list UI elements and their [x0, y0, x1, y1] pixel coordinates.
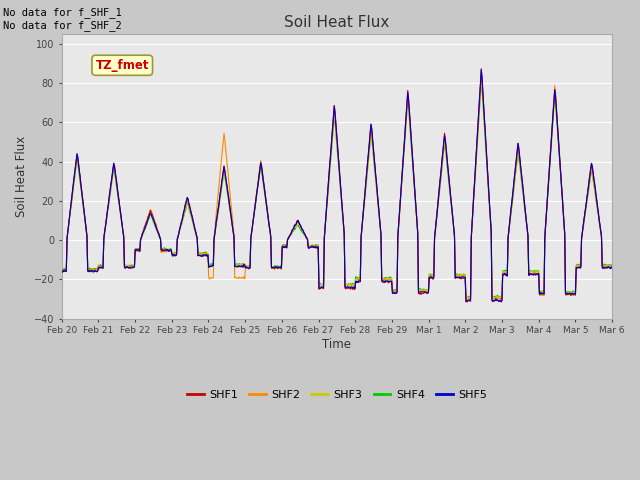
- X-axis label: Time: Time: [323, 338, 351, 351]
- Legend: SHF1, SHF2, SHF3, SHF4, SHF5: SHF1, SHF2, SHF3, SHF4, SHF5: [182, 385, 492, 404]
- Text: TZ_fmet: TZ_fmet: [95, 59, 149, 72]
- Y-axis label: Soil Heat Flux: Soil Heat Flux: [15, 136, 28, 217]
- Text: No data for f_SHF_1
No data for f_SHF_2: No data for f_SHF_1 No data for f_SHF_2: [3, 7, 122, 31]
- Title: Soil Heat Flux: Soil Heat Flux: [284, 15, 390, 30]
